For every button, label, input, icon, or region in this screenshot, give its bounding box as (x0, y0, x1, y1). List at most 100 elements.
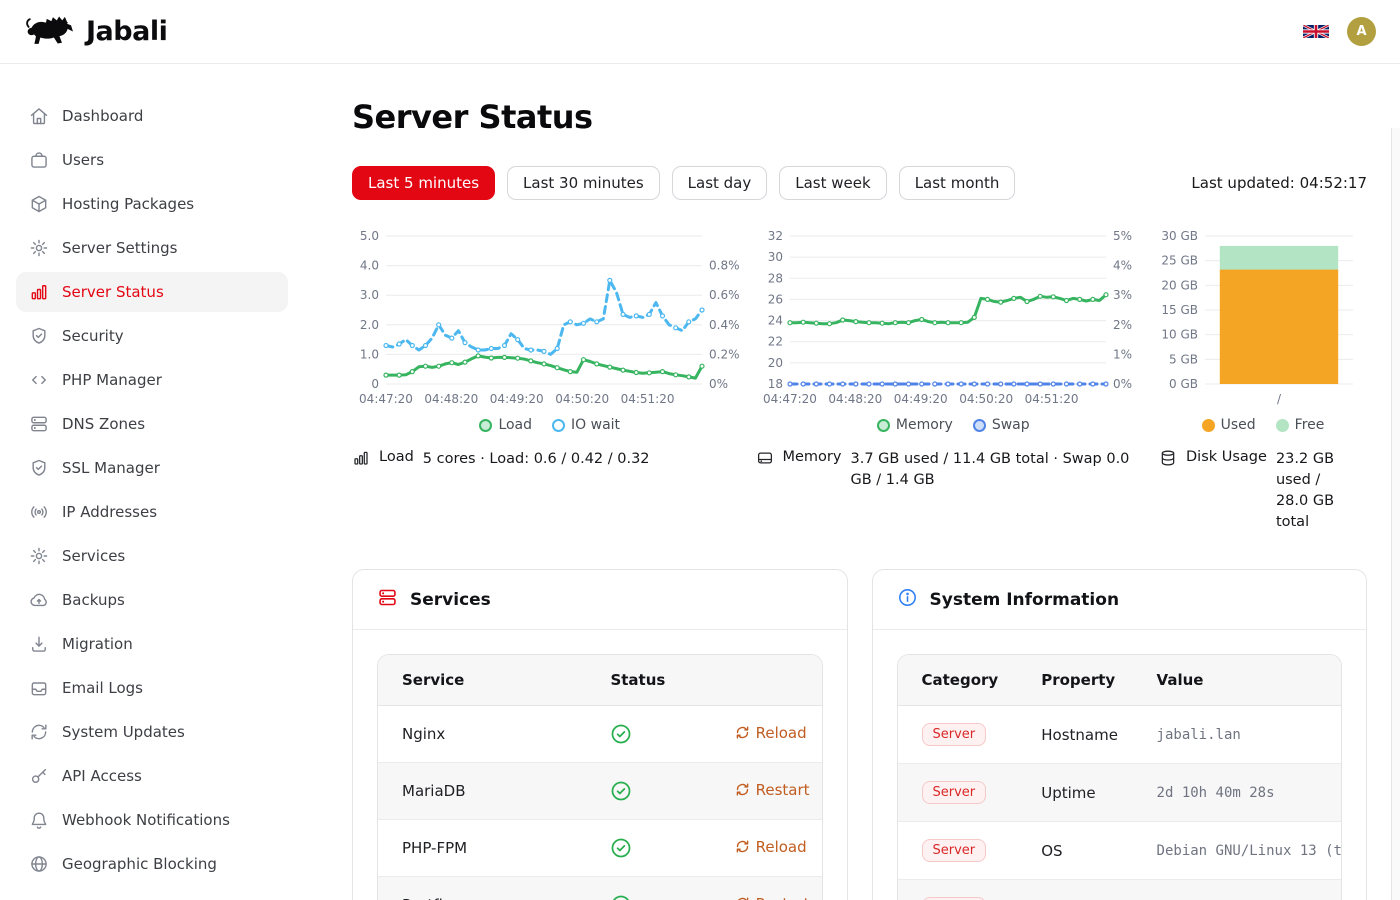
sidebar-item-security[interactable]: Security (16, 316, 288, 356)
svg-text:04:47:20: 04:47:20 (763, 392, 817, 406)
shield-icon (29, 458, 49, 478)
property-name: Uptime (1017, 764, 1132, 822)
sidebar-item-email-logs[interactable]: Email Logs (16, 668, 288, 708)
topbar: Jabali A (0, 0, 1400, 64)
sidebar-item-server-settings[interactable]: Server Settings (16, 228, 288, 268)
svg-text:5.0: 5.0 (360, 229, 379, 243)
svg-text:0.8%: 0.8% (709, 259, 740, 273)
property-name: OS (1017, 822, 1132, 880)
sidebar-item-label: Hosting Packages (62, 195, 194, 213)
boar-logo-icon (24, 11, 78, 53)
sidebar-item-dashboard[interactable]: Dashboard (16, 96, 288, 136)
system-row-ip-address: ServerIP Address192.168.100.236 (898, 880, 1342, 900)
range-button-last-30-minutes[interactable]: Last 30 minutes (507, 166, 660, 200)
property-value: Debian GNU/Linux 13 (trixie) (1133, 822, 1341, 880)
svg-text:0: 0 (371, 377, 379, 391)
system-info-card: System Information CategoryPropertyValue… (872, 569, 1368, 900)
property-value: 192.168.100.236 (1133, 880, 1341, 900)
service-name: PHP-FPM (378, 820, 586, 877)
avatar[interactable]: A (1347, 17, 1376, 46)
sidebar-item-geographic-blocking[interactable]: Geographic Blocking (16, 844, 288, 884)
service-action-restart-postfix[interactable]: Restart (735, 895, 810, 900)
stat-label: Load (379, 449, 414, 465)
sidebar-item-php-manager[interactable]: PHP Manager (16, 360, 288, 400)
time-range-controls: Last 5 minutes Last 30 minutes Last day Las… (352, 166, 1367, 200)
svg-text:1.0: 1.0 (360, 347, 379, 361)
sidebar-item-services[interactable]: Services (16, 536, 288, 576)
brand[interactable]: Jabali (24, 11, 167, 53)
status-ok-icon (610, 837, 686, 859)
svg-text:5 GB: 5 GB (1169, 352, 1198, 366)
property-value: jabali.lan (1133, 706, 1341, 764)
sidebar-item-dns-zones[interactable]: DNS Zones (16, 404, 288, 444)
services-col-service: Service (378, 655, 586, 706)
key-icon (29, 766, 49, 786)
globe-icon (29, 854, 49, 874)
stat-label: Disk Usage (1186, 449, 1267, 465)
status-ok-icon (610, 894, 686, 900)
svg-text:3%: 3% (1113, 288, 1132, 302)
sidebar-item-label: API Access (62, 767, 142, 785)
refresh-icon (29, 722, 49, 742)
svg-text:04:48:20: 04:48:20 (828, 392, 882, 406)
system-row-uptime: ServerUptime2d 10h 40m 28s (898, 764, 1342, 822)
stat-value: 23.2 GB used / 28.0 GB total (1276, 449, 1349, 533)
svg-text:20 GB: 20 GB (1161, 278, 1198, 292)
sidebar-item-backups[interactable]: Backups (16, 580, 288, 620)
service-action-reload-php-fpm[interactable]: Reload (735, 838, 807, 856)
service-name: Nginx (378, 706, 586, 763)
sidebar-item-label: Migration (62, 635, 133, 653)
svg-text:30 GB: 30 GB (1161, 229, 1198, 243)
property-value: 2d 10h 40m 28s (1133, 764, 1341, 822)
language-flag-icon[interactable] (1303, 23, 1329, 40)
scrollbar-track[interactable] (1391, 128, 1400, 900)
sidebar-item-system-updates[interactable]: System Updates (16, 712, 288, 752)
category-badge: Server (922, 723, 987, 746)
stat-value: 3.7 GB used / 11.4 GB total · Swap 0.0 G… (850, 449, 1133, 491)
svg-text:5%: 5% (1113, 229, 1132, 243)
code-icon (29, 370, 49, 390)
sidebar-item-migration[interactable]: Migration (16, 624, 288, 664)
system-info-table: CategoryPropertyValue ServerHostnamejaba… (898, 655, 1342, 900)
sidebar-item-ip-addresses[interactable]: IP Addresses (16, 492, 288, 532)
property-name: IP Address (1017, 880, 1132, 900)
refresh-icon (735, 839, 750, 854)
refresh-icon (735, 896, 750, 900)
database-icon (1159, 447, 1177, 467)
range-button-last-week[interactable]: Last week (779, 166, 886, 200)
legend-item-used: Used (1202, 417, 1256, 433)
legend-item-load: Load (479, 417, 532, 433)
sidebar-item-label: Dashboard (62, 107, 143, 125)
load-chart-legend: LoadIO wait (352, 417, 748, 433)
sidebar-item-label: Services (62, 547, 125, 565)
svg-text:0.6%: 0.6% (709, 288, 740, 302)
service-row-mariadb: MariaDBRestart (378, 763, 822, 820)
shield-icon (29, 326, 49, 346)
system-info-card-header: System Information (873, 570, 1367, 630)
svg-text:4%: 4% (1113, 259, 1132, 273)
server-icon (29, 414, 49, 434)
service-action-reload-nginx[interactable]: Reload (735, 724, 807, 742)
sidebar-item-hosting-packages[interactable]: Hosting Packages (16, 184, 288, 224)
service-row-php-fpm: PHP-FPM Reload (378, 820, 822, 877)
service-action-restart-mariadb[interactable]: Restart (735, 781, 810, 799)
svg-text:3.0: 3.0 (360, 288, 379, 302)
svg-text:0%: 0% (709, 377, 728, 391)
sidebar-item-users[interactable]: Users (16, 140, 288, 180)
sidebar-item-api-access[interactable]: API Access (16, 756, 288, 796)
range-button-last-month[interactable]: Last month (899, 166, 1016, 200)
svg-text:15 GB: 15 GB (1161, 303, 1198, 317)
svg-text:30: 30 (767, 250, 782, 264)
range-button-last-5-minutes[interactable]: Last 5 minutes (352, 166, 495, 200)
sidebar-item-ssl-manager[interactable]: SSL Manager (16, 448, 288, 488)
disk-chart: 0 GB5 GB10 GB15 GB20 GB25 GB30 GB/ UsedF… (1159, 224, 1367, 433)
sidebar-item-label: Geographic Blocking (62, 855, 217, 873)
range-button-last-day[interactable]: Last day (672, 166, 768, 200)
svg-text:0%: 0% (1113, 377, 1132, 391)
sidebar-item-webhook-notifications[interactable]: Webhook Notifications (16, 800, 288, 840)
info-icon (897, 587, 918, 612)
sidebar-item-server-status[interactable]: Server Status (16, 272, 288, 312)
system-col-category: Category (898, 655, 1018, 706)
cards-row: Services ServiceStatus NginxReloadMariaD… (352, 569, 1367, 900)
svg-text:26: 26 (767, 292, 782, 306)
